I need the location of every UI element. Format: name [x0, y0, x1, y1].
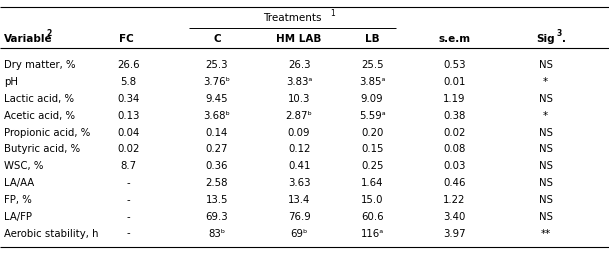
- Text: WSC, %: WSC, %: [4, 161, 43, 171]
- Text: Dry matter, %: Dry matter, %: [4, 60, 76, 70]
- Text: *: *: [543, 77, 548, 87]
- Text: 0.03: 0.03: [443, 161, 465, 171]
- Text: 3.83ᵃ: 3.83ᵃ: [286, 77, 312, 87]
- Text: 2.87ᵇ: 2.87ᵇ: [286, 110, 312, 120]
- Text: pH: pH: [4, 77, 18, 87]
- Text: 116ᵃ: 116ᵃ: [361, 228, 384, 238]
- Text: 1.22: 1.22: [443, 194, 465, 204]
- Text: 0.53: 0.53: [443, 60, 466, 70]
- Text: 3.85ᵃ: 3.85ᵃ: [359, 77, 385, 87]
- Text: *: *: [543, 110, 548, 120]
- Text: 0.46: 0.46: [443, 178, 466, 187]
- Text: 0.41: 0.41: [288, 161, 310, 171]
- Text: NS: NS: [539, 94, 553, 104]
- Text: HM LAB: HM LAB: [276, 34, 322, 44]
- Text: 0.15: 0.15: [361, 144, 384, 154]
- Text: Sig: Sig: [537, 34, 555, 44]
- Text: Butyric acid, %: Butyric acid, %: [4, 144, 80, 154]
- Text: C: C: [213, 34, 220, 44]
- Text: LB: LB: [365, 34, 379, 44]
- Text: 10.3: 10.3: [288, 94, 310, 104]
- Text: 2.58: 2.58: [206, 178, 228, 187]
- Text: 15.0: 15.0: [361, 194, 384, 204]
- Text: **: **: [541, 228, 551, 238]
- Text: s.e.m: s.e.m: [438, 34, 470, 44]
- Text: 3: 3: [557, 29, 562, 38]
- Text: 3.40: 3.40: [443, 211, 465, 221]
- Text: 0.34: 0.34: [118, 94, 139, 104]
- Text: FP, %: FP, %: [4, 194, 32, 204]
- Text: Aerobic stability, h: Aerobic stability, h: [4, 228, 99, 238]
- Text: 0.38: 0.38: [443, 110, 465, 120]
- Text: 1.64: 1.64: [361, 178, 384, 187]
- Text: NS: NS: [539, 127, 553, 137]
- Text: -: -: [127, 228, 130, 238]
- Text: 0.09: 0.09: [288, 127, 311, 137]
- Text: 25.3: 25.3: [206, 60, 228, 70]
- Text: 5.59ᵃ: 5.59ᵃ: [359, 110, 385, 120]
- Text: FC: FC: [119, 34, 134, 44]
- Text: Treatments: Treatments: [263, 13, 322, 23]
- Text: 0.13: 0.13: [118, 110, 139, 120]
- Text: .: .: [561, 34, 566, 44]
- Text: 0.04: 0.04: [118, 127, 139, 137]
- Text: 0.27: 0.27: [206, 144, 228, 154]
- Text: 5.8: 5.8: [121, 77, 136, 87]
- Text: NS: NS: [539, 178, 553, 187]
- Text: 25.5: 25.5: [361, 60, 384, 70]
- Text: Propionic acid, %: Propionic acid, %: [4, 127, 90, 137]
- Text: 0.12: 0.12: [288, 144, 310, 154]
- Text: 9.09: 9.09: [361, 94, 384, 104]
- Text: 0.01: 0.01: [443, 77, 465, 87]
- Text: 76.9: 76.9: [287, 211, 311, 221]
- Text: 1: 1: [330, 8, 335, 18]
- Text: 3.76ᵇ: 3.76ᵇ: [203, 77, 230, 87]
- Text: NS: NS: [539, 144, 553, 154]
- Text: 0.25: 0.25: [361, 161, 384, 171]
- Text: 0.02: 0.02: [443, 127, 465, 137]
- Text: -: -: [127, 178, 130, 187]
- Text: 0.36: 0.36: [206, 161, 228, 171]
- Text: 3.63: 3.63: [288, 178, 311, 187]
- Text: 13.5: 13.5: [206, 194, 228, 204]
- Text: LA/FP: LA/FP: [4, 211, 32, 221]
- Text: 26.6: 26.6: [118, 60, 140, 70]
- Text: 60.6: 60.6: [361, 211, 384, 221]
- Text: 0.14: 0.14: [206, 127, 228, 137]
- Text: 13.4: 13.4: [288, 194, 310, 204]
- Text: 1.19: 1.19: [443, 94, 466, 104]
- Text: 3.97: 3.97: [443, 228, 466, 238]
- Text: Variable: Variable: [4, 34, 52, 44]
- Text: 83ᵇ: 83ᵇ: [208, 228, 225, 238]
- Text: 3.68ᵇ: 3.68ᵇ: [203, 110, 230, 120]
- Text: NS: NS: [539, 211, 553, 221]
- Text: 9.45: 9.45: [206, 94, 228, 104]
- Text: 69.3: 69.3: [206, 211, 228, 221]
- Text: 0.08: 0.08: [443, 144, 465, 154]
- Text: 2: 2: [46, 29, 51, 38]
- Text: 0.02: 0.02: [118, 144, 139, 154]
- Text: 26.3: 26.3: [288, 60, 311, 70]
- Text: LA/AA: LA/AA: [4, 178, 34, 187]
- Text: NS: NS: [539, 194, 553, 204]
- Text: -: -: [127, 211, 130, 221]
- Text: NS: NS: [539, 60, 553, 70]
- Text: Acetic acid, %: Acetic acid, %: [4, 110, 75, 120]
- Text: NS: NS: [539, 161, 553, 171]
- Text: 69ᵇ: 69ᵇ: [290, 228, 308, 238]
- Text: 0.20: 0.20: [361, 127, 383, 137]
- Text: 8.7: 8.7: [121, 161, 136, 171]
- Text: -: -: [127, 194, 130, 204]
- Text: Lactic acid, %: Lactic acid, %: [4, 94, 74, 104]
